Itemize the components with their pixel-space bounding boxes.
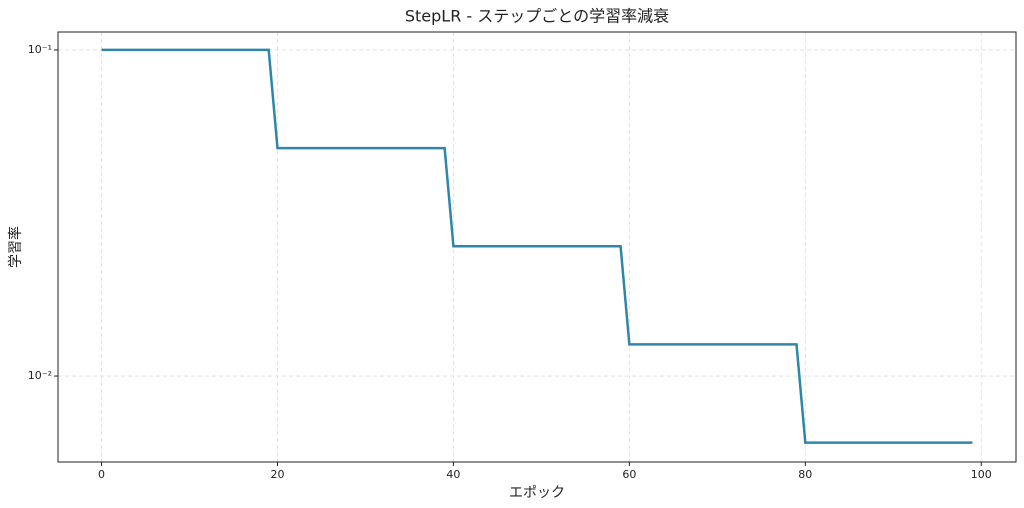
y-tick-label: 10⁻²	[28, 369, 52, 382]
y-axis-label: 学習率	[7, 226, 24, 268]
plot-frame	[57, 31, 1017, 463]
chart-title: StepLR - ステップごとの学習率減衰	[405, 7, 669, 26]
x-tick-label: 60	[622, 468, 636, 481]
x-tick-label: 100	[971, 468, 992, 481]
x-tick-label: 20	[270, 468, 284, 481]
x-axis-label: エポック	[509, 485, 565, 501]
x-tick-label: 40	[446, 468, 460, 481]
x-tick-label: 80	[798, 468, 812, 481]
line-series	[101, 48, 973, 444]
y-tick-label: 10⁻¹	[28, 43, 52, 56]
x-tick-label: 0	[98, 468, 105, 481]
